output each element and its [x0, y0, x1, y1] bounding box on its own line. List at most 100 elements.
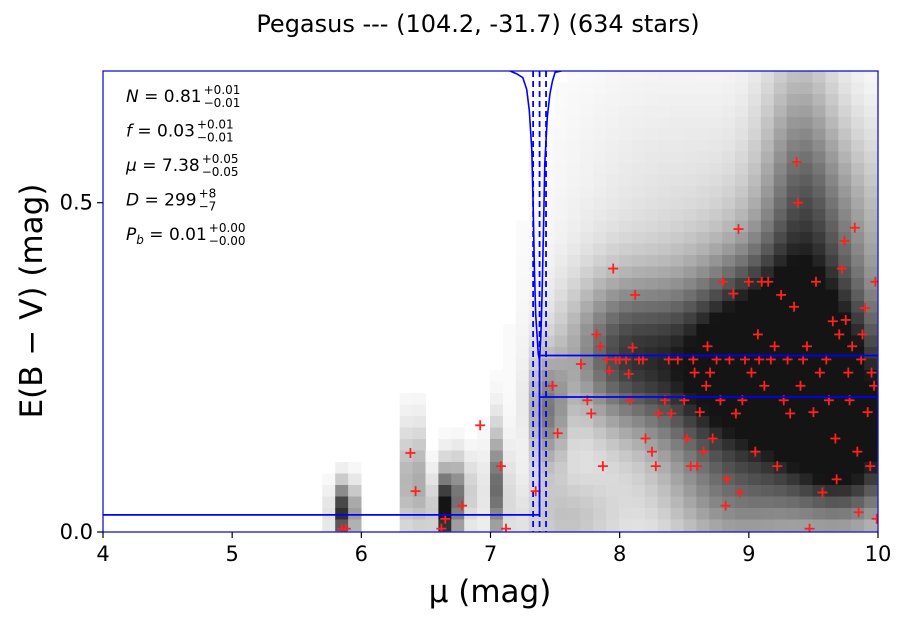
- heatmap-cell: [838, 94, 852, 106]
- heatmap-cell: [748, 404, 762, 417]
- heatmap-cell: [812, 174, 826, 187]
- heatmap-cell: [773, 485, 788, 497]
- heatmap-cell: [593, 370, 607, 382]
- heatmap-cell: [799, 266, 813, 279]
- heatmap-cell: [580, 151, 594, 164]
- heatmap-cell: [877, 508, 878, 520]
- star-marker: [728, 288, 739, 299]
- heatmap-cell: [515, 381, 530, 394]
- heatmap-cell: [567, 312, 581, 325]
- heatmap-cell: [554, 370, 568, 382]
- heatmap-cell: [760, 324, 775, 336]
- heatmap-cell: [838, 289, 852, 302]
- heatmap-cell: [748, 151, 762, 164]
- heatmap-cell: [580, 209, 594, 221]
- heatmap-cell: [709, 163, 723, 175]
- star-marker: [830, 433, 841, 444]
- heatmap-cell: [735, 450, 749, 463]
- heatmap-cell: [838, 347, 852, 359]
- heatmap-cell: [851, 473, 865, 486]
- heatmap-cell: [851, 485, 865, 497]
- y-axis-label: E(B − V) (mag): [14, 184, 50, 419]
- heatmap-cell: [541, 151, 555, 164]
- heatmap-cell: [773, 427, 788, 440]
- heatmap-cell: [580, 439, 594, 451]
- heatmap-cell: [670, 301, 684, 313]
- heatmap-cell: [644, 255, 659, 267]
- heatmap-cell: [631, 393, 646, 405]
- heatmap-cell: [864, 82, 878, 95]
- heatmap-cell: [696, 531, 710, 532]
- heatmap-cell: [877, 71, 878, 83]
- heatmap-cell: [567, 209, 581, 221]
- heatmap-cell: [670, 289, 684, 302]
- heatmap-cell: [851, 531, 865, 532]
- heatmap-cell: [864, 220, 878, 233]
- heatmap-cell: [851, 186, 865, 198]
- heatmap-cell: [760, 232, 775, 244]
- heatmap-cell: [606, 71, 620, 83]
- heatmap-cell: [735, 301, 749, 313]
- fit-parameter-lower-error: −0.01: [204, 96, 241, 110]
- star-marker: [808, 407, 819, 418]
- heatmap-cell: [877, 519, 878, 532]
- heatmap-cell: [502, 473, 517, 486]
- star-markers: [336, 156, 878, 532]
- heatmap-cell: [670, 427, 684, 440]
- heatmap-cell: [464, 531, 478, 532]
- heatmap-cell: [515, 496, 530, 509]
- star-marker: [650, 461, 661, 472]
- heatmap-cell: [657, 105, 672, 118]
- heatmap-cell: [593, 255, 607, 267]
- heatmap-cell: [399, 427, 414, 440]
- heatmap-cell: [696, 381, 710, 394]
- heatmap-cell: [812, 232, 826, 244]
- heatmap-cell: [825, 358, 839, 371]
- star-marker: [586, 408, 597, 419]
- heatmap-cell: [631, 301, 646, 313]
- heatmap-cell: [851, 301, 865, 313]
- heatmap-cell: [490, 416, 504, 428]
- heatmap-cell: [735, 278, 749, 290]
- heatmap-cell: [554, 416, 568, 428]
- heatmap-cell: [748, 485, 762, 497]
- star-marker: [410, 486, 421, 497]
- heatmap-cell: [593, 243, 607, 256]
- heatmap-cell: [825, 347, 839, 359]
- heatmap-cell: [657, 151, 672, 164]
- heatmap-cell: [773, 404, 788, 417]
- heatmap-cell: [683, 335, 697, 348]
- heatmap-cell: [735, 255, 749, 267]
- heatmap-cell: [825, 117, 839, 129]
- star-marker: [743, 276, 754, 287]
- heatmap-cell: [773, 278, 788, 290]
- heatmap-cell: [748, 312, 762, 325]
- heatmap-cell: [657, 496, 672, 509]
- heatmap-cell: [644, 82, 659, 95]
- heatmap-cell: [851, 324, 865, 336]
- fit-parameter-value: μ = 7.38: [125, 156, 200, 176]
- star-marker: [608, 263, 619, 274]
- star-marker: [847, 341, 858, 352]
- heatmap-cell: [696, 519, 710, 532]
- heatmap-cell: [567, 450, 581, 463]
- heatmap-cell: [825, 301, 839, 313]
- heatmap-cell: [670, 94, 684, 106]
- heatmap-cell: [735, 243, 749, 256]
- heatmap-cell: [773, 393, 788, 405]
- heatmap-cell: [773, 462, 788, 474]
- heatmap-cell: [877, 174, 878, 187]
- heatmap-cell: [696, 404, 710, 417]
- x-tick-label: 8: [613, 542, 626, 566]
- fit-parameter-upper-error: +0.01: [204, 83, 241, 97]
- heatmap-cell: [657, 508, 672, 520]
- heatmap-cell: [593, 301, 607, 313]
- star-marker: [340, 523, 351, 532]
- heatmap-cell: [593, 439, 607, 451]
- heatmap-cell: [735, 312, 749, 325]
- heatmap-cell: [735, 117, 749, 129]
- heatmap-cell: [696, 427, 710, 440]
- heatmap-cell: [412, 450, 426, 463]
- heatmap-cell: [541, 531, 555, 532]
- heatmap-cell: [773, 473, 788, 486]
